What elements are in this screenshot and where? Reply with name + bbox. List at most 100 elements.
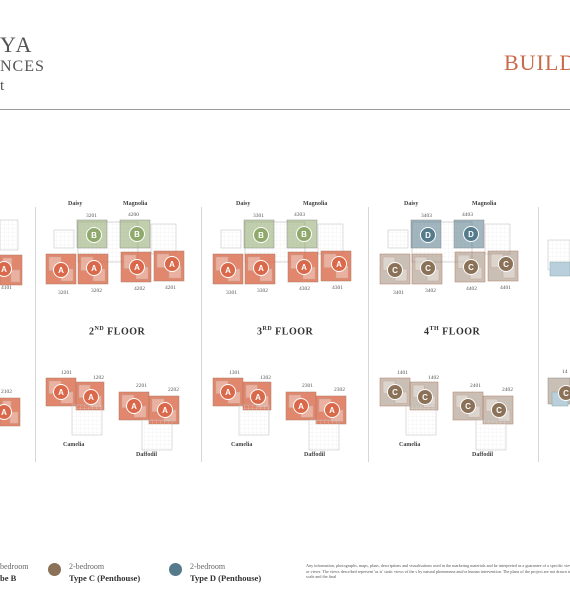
legend-type-label: Type D (Penthouse) xyxy=(190,573,262,583)
unit-type-badge-circle xyxy=(86,260,102,276)
unit-block xyxy=(549,261,570,277)
unit-type-letter: C xyxy=(468,263,474,272)
unit-type-letter: A xyxy=(298,402,304,411)
unit-type-badge-circle xyxy=(463,259,479,275)
legend-type-label: be B xyxy=(0,573,17,583)
unit-type-letter: C xyxy=(496,406,502,415)
unit-type-badge-circle xyxy=(164,256,180,272)
unit-type-letter: A xyxy=(225,388,231,397)
unit-number: 4403 xyxy=(462,212,473,218)
unit-type-badge: D xyxy=(420,227,436,243)
building-name-camelia: Camelia xyxy=(399,442,421,448)
unit-type-letter: B xyxy=(258,231,264,240)
building-core xyxy=(53,229,75,249)
unit-type-badge-circle xyxy=(463,226,479,242)
unit-number: 14 xyxy=(562,369,568,375)
unit-type-badge: B xyxy=(253,227,269,243)
unit-type-letter: A xyxy=(88,393,94,402)
legend-type-label: Type C (Penthouse) xyxy=(69,573,141,583)
unit-number: 3301 xyxy=(253,213,264,219)
unit-type-badge-circle xyxy=(331,256,347,272)
unit-type-badge: A xyxy=(53,384,69,400)
legend-subtitle: bedroom xyxy=(0,562,29,571)
legend-subtitle: 2-bedroom xyxy=(69,562,105,571)
unit-type-badge: A xyxy=(296,259,312,275)
unit-type-badge-circle xyxy=(126,398,142,414)
unit-type-letter: A xyxy=(255,393,261,402)
unit-type-badge: A xyxy=(86,260,102,276)
unit-type-badge: C xyxy=(498,256,514,272)
unit-type-badge-circle xyxy=(253,260,269,276)
unit-number: 4402 xyxy=(466,286,477,292)
plan-room xyxy=(9,411,19,424)
unit-type-letter: B xyxy=(134,230,140,239)
unit-type-badge: C xyxy=(460,398,476,414)
unit-type-letter: A xyxy=(225,266,231,275)
unit-type-letter: A xyxy=(1,408,7,417)
unit-type-letter: D xyxy=(468,230,474,239)
unit-type-letter: B xyxy=(91,231,97,240)
building-core xyxy=(71,404,103,436)
unit-number: 4101 xyxy=(1,285,12,291)
unit-number: 3403 xyxy=(421,213,432,219)
unit-type-letter: A xyxy=(336,260,342,269)
unit-type-badge-circle xyxy=(253,227,269,243)
building-core xyxy=(141,419,173,451)
unit-number: 1301 xyxy=(229,370,240,376)
unit-type-letter: B xyxy=(301,230,307,239)
building-core xyxy=(150,223,177,255)
unit-number: 4401 xyxy=(500,285,511,291)
brand-logo-text-bottom: t xyxy=(0,78,5,94)
building-core xyxy=(0,219,19,251)
unit-number: 3302 xyxy=(257,288,268,294)
unit-type-badge-circle xyxy=(417,389,433,405)
unit-type-badge-circle xyxy=(53,262,69,278)
unit-type-badge: A xyxy=(129,259,145,275)
unit-type-badge: A xyxy=(324,402,340,418)
column-divider xyxy=(538,207,539,462)
unit-number: 4201 xyxy=(165,285,176,291)
unit-number: 4302 xyxy=(299,286,310,292)
unit-type-letter: C xyxy=(425,264,431,273)
unit-type-badge-circle xyxy=(83,389,99,405)
unit-type-letter: C xyxy=(503,260,509,269)
building-core xyxy=(220,229,242,249)
building-name-camelia: Camelia xyxy=(63,442,85,448)
unit-number: 3402 xyxy=(425,288,436,294)
legend-dot-d xyxy=(169,563,182,576)
unit-type-badge-circle xyxy=(220,262,236,278)
unit-number: 1401 xyxy=(397,370,408,376)
building-name-daffodil: Daffodil xyxy=(136,452,157,458)
unit-type-badge: A xyxy=(126,398,142,414)
unit-type-badge-circle xyxy=(129,259,145,275)
unit-type-badge-circle xyxy=(420,227,436,243)
building-name-daffodil: Daffodil xyxy=(304,452,325,458)
unit-number: 3201 xyxy=(58,290,69,296)
unit-type-badge: A xyxy=(250,389,266,405)
building-name-camelia: Camelia xyxy=(231,442,253,448)
unit-number: 2301 xyxy=(302,383,313,389)
unit-type-badge-circle xyxy=(491,402,507,418)
unit-type-letter: A xyxy=(134,263,140,272)
building-core xyxy=(387,229,409,249)
unit-type-badge: B xyxy=(86,227,102,243)
column-divider xyxy=(201,207,202,462)
unit-number: 4202 xyxy=(134,286,145,292)
building-name-magnolia: Magnolia xyxy=(472,201,497,207)
unit-type-badge-circle xyxy=(157,402,173,418)
unit-type-letter: A xyxy=(162,406,168,415)
building-core xyxy=(405,404,437,436)
unit-type-letter: C xyxy=(392,388,398,397)
unit-type-badge-circle xyxy=(460,398,476,414)
plan-room xyxy=(10,269,21,283)
unit-type-badge: B xyxy=(296,226,312,242)
unit-number: 3202 xyxy=(91,288,102,294)
floor-label-2: 2ND FLOOR xyxy=(89,326,146,338)
unit-type-letter: D xyxy=(425,231,431,240)
unit-type-letter: C xyxy=(465,402,471,411)
unit-type-badge-circle xyxy=(0,261,12,277)
unit-type-letter: A xyxy=(1,265,7,274)
unit-type-badge: C xyxy=(558,385,570,401)
building-name-daisy: Daisy xyxy=(68,201,83,207)
unit-type-letter: C xyxy=(563,389,569,398)
